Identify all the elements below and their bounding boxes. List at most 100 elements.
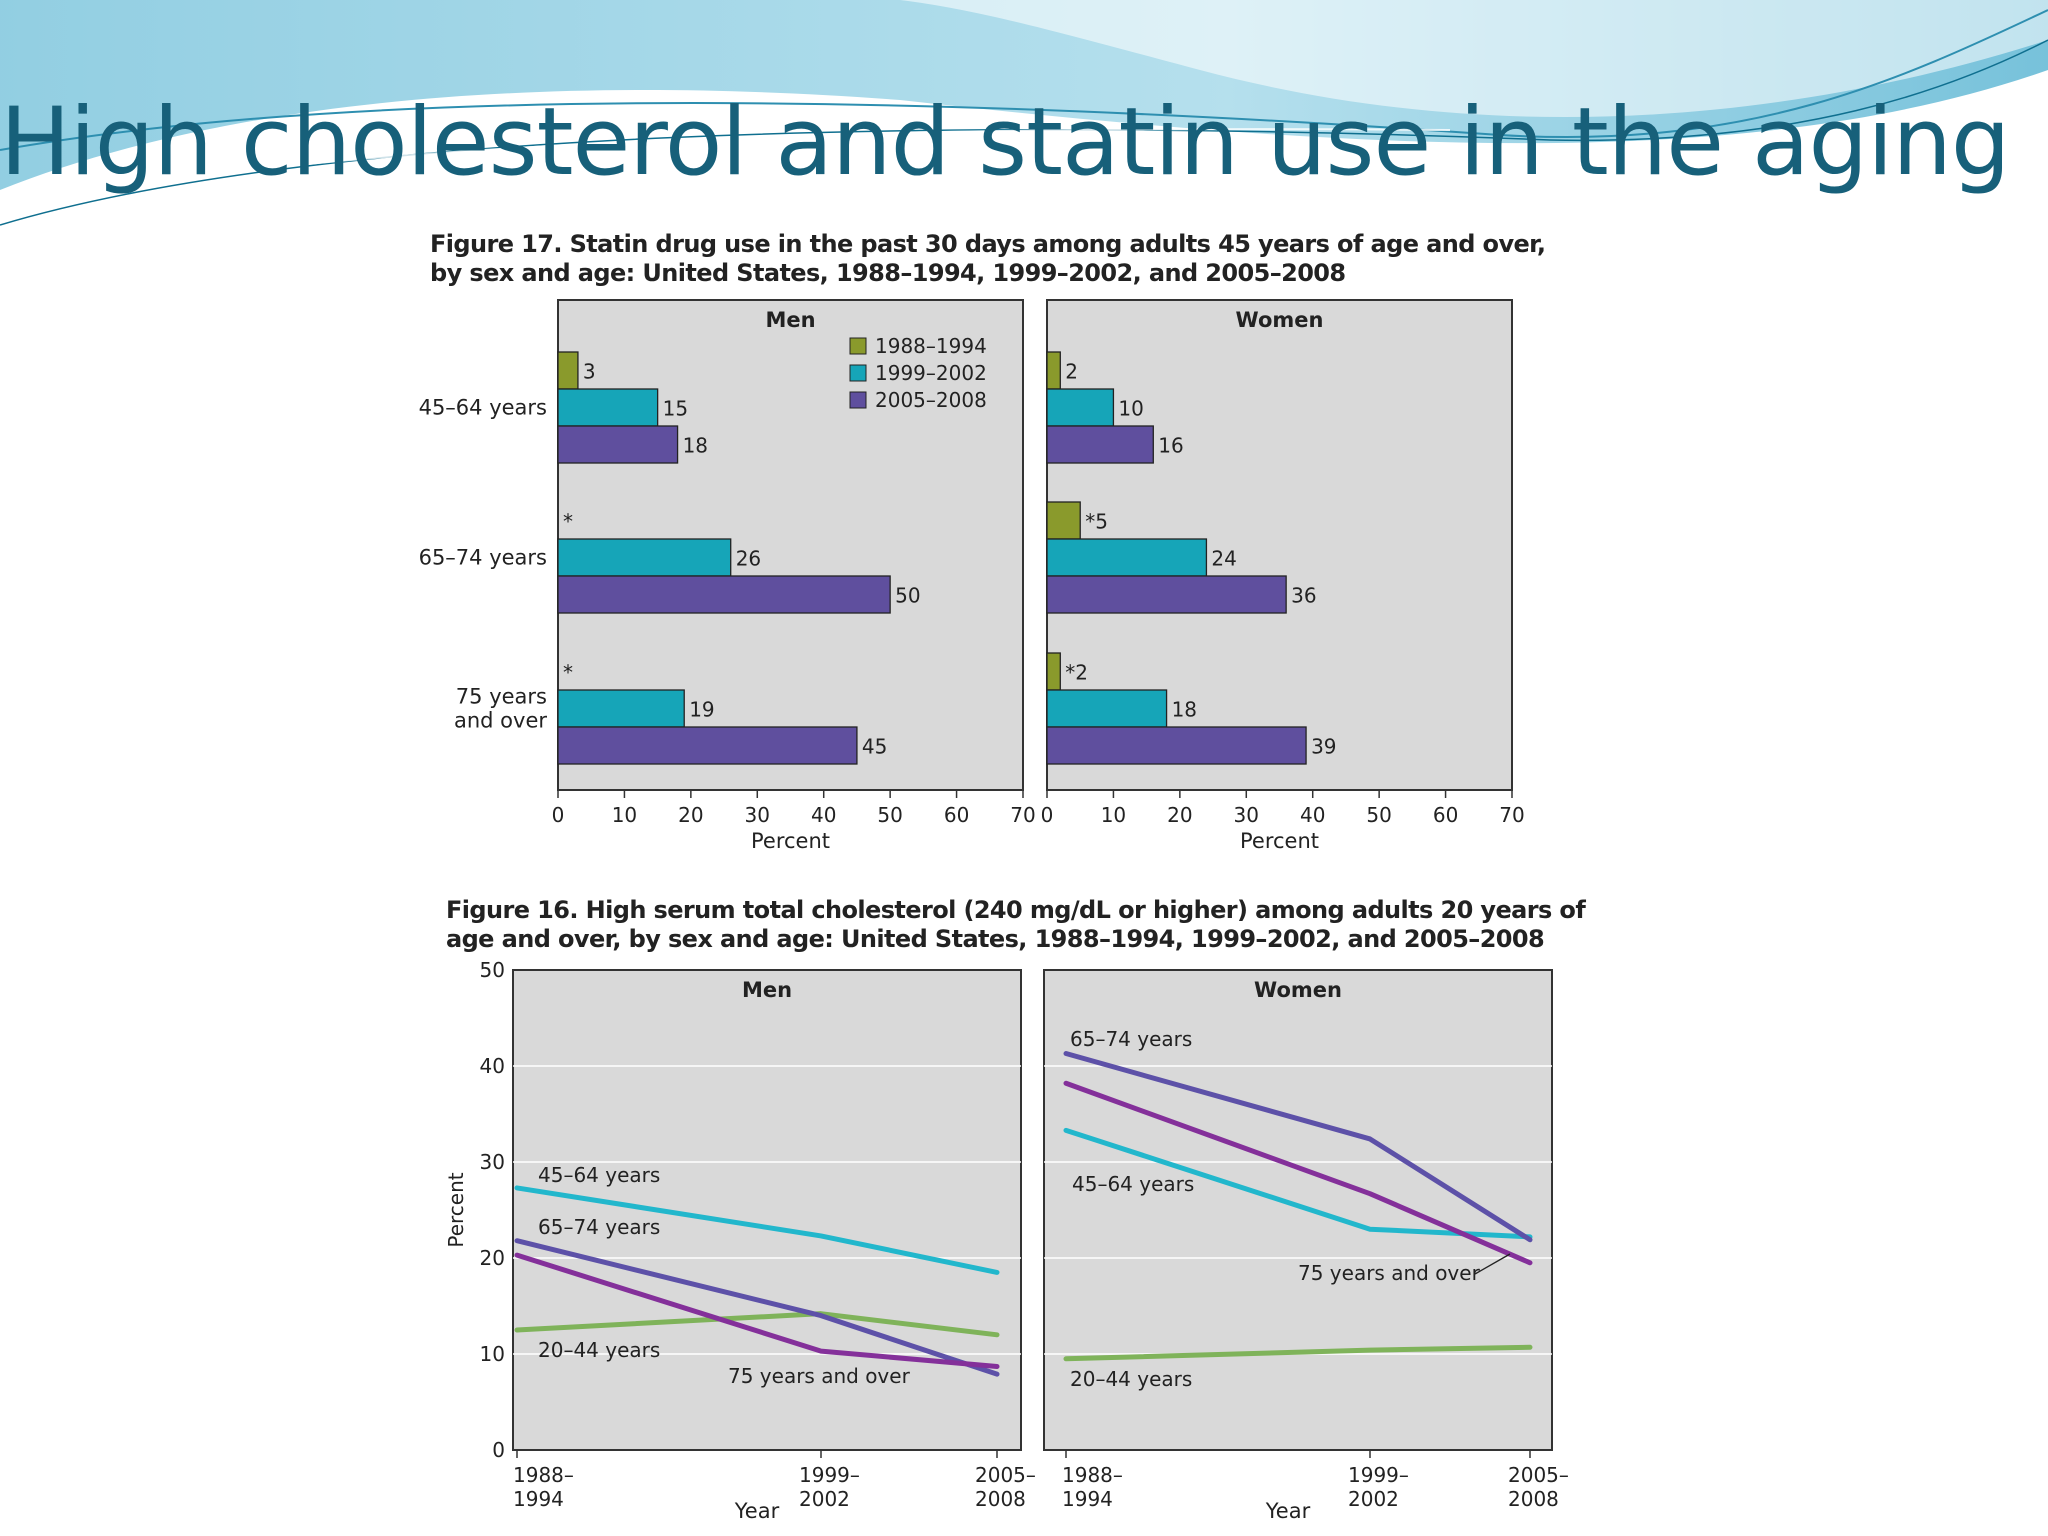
slide-title: High cholesterol and statin use in the a… (0, 88, 2011, 197)
fig16-x-tick-label-line: 2008 (1508, 1487, 1559, 1511)
fig17-panel-title-women: Women (1236, 308, 1324, 332)
fig17-data-label: 18 (683, 434, 708, 458)
fig17-x-tick-label: 10 (1101, 803, 1126, 827)
fig17-category-label: 45–64 years (419, 396, 547, 420)
fig17-bar (557, 351, 579, 390)
fig16-x-tick-label-line: 1994 (1062, 1487, 1113, 1511)
fig16-y-tick-label: 30 (480, 1150, 505, 1174)
fig16-y-axis-label: Percent (444, 1172, 468, 1247)
fig17-legend-entry: 1999–2002 (875, 361, 987, 385)
fig17-legend-entry: 2005–2008 (875, 388, 987, 412)
fig16-x-tick-label-line: 1994 (513, 1487, 564, 1511)
fig17-x-tick-label: 10 (612, 803, 637, 827)
fig16-x-tick-label: 1988– 1994 (1062, 1463, 1123, 1511)
fig17-x-axis-label: Percent (751, 829, 830, 853)
fig17-legend-swatch (849, 391, 867, 409)
fig17-bar (1046, 538, 1208, 577)
fig17-x-tick-label: 0 (552, 803, 565, 827)
fig17-bar (557, 538, 732, 577)
fig17-category-label-line: 75 years (456, 685, 547, 709)
fig17-bar (1046, 575, 1287, 614)
fig17-bar (1046, 425, 1154, 464)
fig16-series-line (514, 1238, 1000, 1377)
fig17-bar (557, 388, 659, 427)
fig17-legend-swatch (849, 337, 867, 355)
fig16-panel-men (512, 969, 1022, 1451)
fig16-series-line (1063, 1344, 1533, 1362)
fig17-bar (557, 425, 679, 464)
fig17-data-label: 2 (1065, 360, 1078, 384)
fig17-data-label: * (563, 510, 573, 534)
fig17-x-tick-label: 40 (811, 803, 836, 827)
fig16-x-tick-label: 1999– 2002 (799, 1463, 860, 1511)
fig17-x-tick-label: 70 (1499, 803, 1524, 827)
fig16-y-tick-label: 20 (480, 1246, 505, 1270)
fig17-bar (1046, 351, 1061, 390)
fig16-x-tick-label-line: 2005– (1508, 1463, 1569, 1487)
fig17-data-label: 18 (1172, 698, 1197, 722)
fig17-x-tick-label: 40 (1300, 803, 1325, 827)
fig17-data-label: 39 (1311, 735, 1336, 759)
fig17-category-label: 65–74 years (419, 546, 547, 570)
fig16-x-tick-label-line: 1999– (1348, 1463, 1409, 1487)
fig17-bar (1046, 689, 1168, 728)
fig16-series-line (1063, 1051, 1533, 1243)
fig16-series-label: 65–74 years (538, 1215, 660, 1239)
fig17-category-label: 75 years and over (454, 685, 547, 733)
fig16-x-axis-label: Year (734, 1499, 780, 1523)
fig17-bar (1046, 652, 1061, 691)
fig17-data-label: * (563, 661, 573, 685)
fig16-series-label: 65–74 years (1070, 1027, 1192, 1051)
fig16-x-tick-label-line: 1999– (799, 1463, 860, 1487)
fig16-x-axis-label: Year (1265, 1499, 1311, 1523)
fig17-bar (557, 726, 858, 765)
fig17-x-tick-label: 60 (944, 803, 969, 827)
fig17-x-tick-label: 50 (1366, 803, 1391, 827)
fig17-data-label: 26 (736, 547, 761, 571)
fig17-x-tick-label: 20 (1167, 803, 1192, 827)
fig16-panel-title-men: Men (742, 978, 792, 1002)
fig16-series-line (514, 1185, 1000, 1275)
fig17-category-label-line: and over (454, 709, 547, 733)
fig16-x-tick-label-line: 1988– (1062, 1463, 1123, 1487)
fig16-series-line (514, 1252, 1000, 1369)
fig17-x-tick-label: 30 (1234, 803, 1259, 827)
fig16-series-line (1063, 1127, 1533, 1240)
fig17-data-label: 36 (1291, 584, 1316, 608)
fig16-x-tick-label-line: 2002 (1348, 1487, 1399, 1511)
fig17-bar (557, 689, 685, 728)
fig16-label-leader (1474, 1253, 1511, 1275)
fig16-x-tick-label-line: 2002 (799, 1487, 850, 1511)
fig16-series-line (1063, 1080, 1533, 1266)
fig16-panel-title-women: Women (1254, 978, 1342, 1002)
fig17-data-label: 19 (689, 698, 714, 722)
fig17-data-label: *5 (1085, 510, 1108, 534)
figure-17-caption: Figure 17. Statin drug use in the past 3… (430, 230, 1546, 287)
fig16-x-tick-label-line: 2005– (975, 1463, 1036, 1487)
slide-banner-wave (0, 0, 2048, 226)
fig16-panel-women (1043, 969, 1553, 1451)
fig16-x-tick-label: 2005– 2008 (975, 1463, 1036, 1511)
fig17-data-label: 50 (895, 584, 920, 608)
fig17-bar (1046, 726, 1307, 765)
fig16-series-label: 75 years and over (728, 1364, 911, 1388)
fig17-x-axis-label: Percent (1240, 829, 1319, 853)
fig16-y-tick-label: 10 (480, 1342, 505, 1366)
fig17-legend-swatch (849, 364, 867, 382)
fig17-data-label: 15 (663, 397, 688, 421)
fig17-x-tick-label: 30 (745, 803, 770, 827)
fig17-bar (1046, 501, 1081, 540)
fig16-x-tick-label-line: 1988– (513, 1463, 574, 1487)
fig17-data-label: *2 (1065, 661, 1088, 685)
fig16-x-tick-label: 2005– 2008 (1508, 1463, 1569, 1511)
fig17-bar (1046, 388, 1115, 427)
fig17-data-label: 24 (1211, 547, 1236, 571)
fig16-series-label: 45–64 years (538, 1163, 660, 1187)
fig16-x-tick-label: 1999– 2002 (1348, 1463, 1409, 1511)
fig16-x-tick-label-line: 2008 (975, 1487, 1026, 1511)
figure-16-caption: Figure 16. High serum total cholesterol … (446, 896, 1586, 953)
fig17-x-tick-label: 50 (877, 803, 902, 827)
fig17-data-label: 3 (583, 360, 596, 384)
